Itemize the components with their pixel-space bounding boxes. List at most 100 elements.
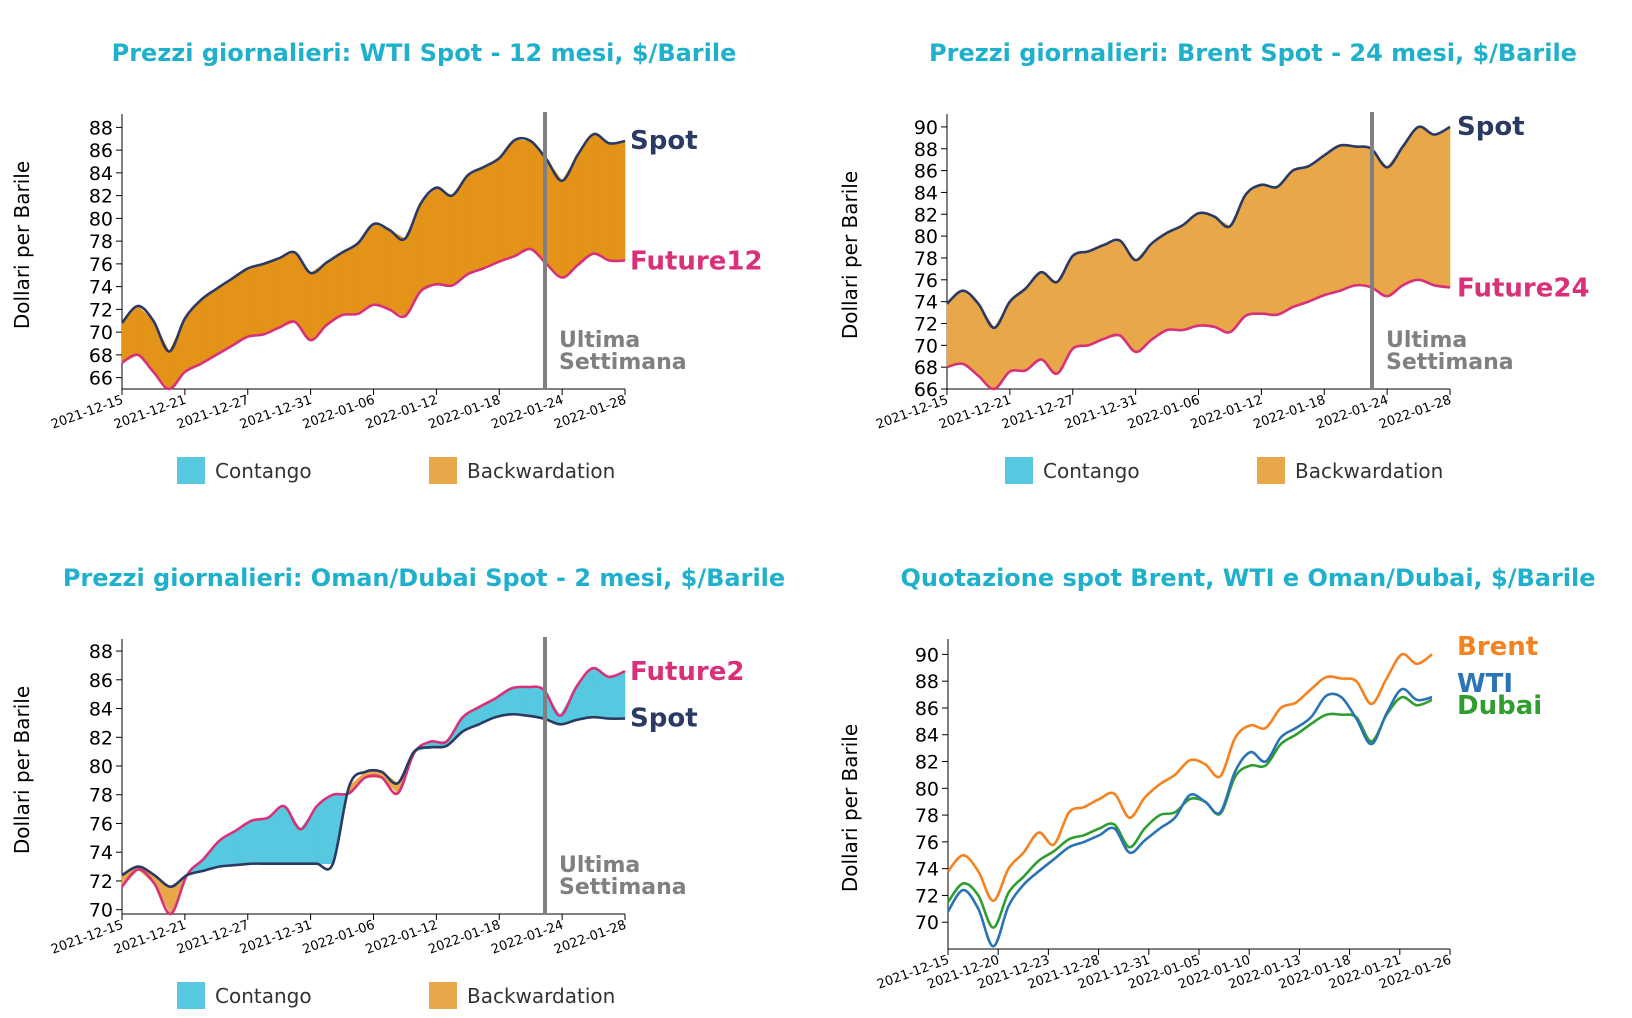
x-tick-label: 2021-12-31 [1063,393,1139,433]
y-tick-label: 66 [89,368,113,390]
x-tick-label: 2022-01-12 [1189,393,1265,433]
y-tick-label: 86 [915,698,939,720]
backwardation-fill [420,186,437,292]
y-tick-label: 88 [89,117,113,139]
wti-panel: Prezzi giornalieri: WTI Spot - 12 mesi, … [10,39,763,484]
last-week-label: Ultima [559,853,640,878]
dubai-series-line [946,695,1433,929]
backwardation-fill [1103,240,1121,340]
y-tick-label: 86 [914,161,938,183]
dubai-panel: Prezzi giornalieri: Oman/Dubai Spot - 2 … [10,564,785,1009]
y-tick-label: 68 [914,357,938,379]
brent-series-line [946,652,1433,903]
last-week-label: Settimana [559,875,687,900]
backwardation-fill [263,257,280,335]
x-tick-label: 2022-01-06 [1126,393,1202,433]
spot-series-line [120,132,626,353]
future-series-label: Future12 [630,246,763,276]
y-tick-label: 86 [89,670,113,692]
y-tick-label: 82 [915,752,939,774]
backwardation-fill [294,251,311,341]
y-tick-label: 82 [89,727,113,749]
x-tick-label: 2022-01-18 [426,393,502,433]
backwardation-fill [1339,145,1356,292]
backwardation-fill [1402,126,1419,286]
backwardation-fill [593,133,610,261]
future-series-line [120,666,626,916]
backwardation-fill [1198,212,1215,328]
y-tick-label: 74 [89,842,113,864]
legend-backwardation-label: Backwardation [467,459,615,483]
wti-legend: Contango Backwardation [177,457,615,484]
backwardation-fill [216,278,233,356]
backwardation-fill [483,157,500,269]
dubai-plot: 70 72 74 76 78 80 82 84 86 88 2021-12-152021-12-21… [49,637,744,958]
y-tick-label: 76 [89,813,113,835]
y-tick-label: 72 [915,885,939,907]
future-series-line [946,278,1451,391]
y-tick-label: 72 [89,871,113,893]
x-tick-label: 2022-01-18 [426,918,502,958]
y-tick-label: 90 [914,117,938,139]
y-tick-label: 90 [915,644,939,666]
backwardation-fill [1261,184,1278,316]
backwardation-fill [577,133,594,266]
x-tick-label: 2022-01-06 [301,918,377,958]
backwardation-fill [1041,271,1058,375]
x-tick-label: 2021-12-15 [49,918,125,958]
backwardation-fill [1056,254,1074,375]
x-tick-label: 2022-01-18 [1251,393,1327,433]
legend-backwardation-swatch [429,982,457,1009]
backwardation-fill [467,166,484,275]
y-tick-label: 76 [89,254,113,276]
backwardation-fill [1308,154,1325,303]
y-tick-label: 70 [915,912,939,934]
wti-series-line [946,687,1433,948]
y-tick-label: 84 [89,163,113,185]
backwardation-fill [200,288,217,365]
x-tick-label: 2021-12-31 [238,918,314,958]
y-tick-label: 74 [89,277,113,299]
contango-fill [235,820,253,866]
x-tick-label: 2021-12-31 [238,393,314,433]
x-tick-label: 2022-01-28 [552,393,628,433]
backwardation-fill [1434,126,1451,288]
dubai-chart-title: Prezzi giornalieri: Oman/Dubai Spot - 2 … [63,564,785,592]
x-tick-label: 2022-01-12 [364,918,440,958]
backwardation-fill [1355,146,1372,288]
future-series-line [121,247,626,391]
backwardation-fill [1009,287,1026,372]
y-tick-label: 80 [89,208,113,230]
x-tick-label: 2021-12-21 [112,393,188,433]
last-week-label: Ultima [1386,328,1467,353]
spot-series-label: Spot [630,126,698,156]
backwardation-fill [1166,224,1184,331]
y-tick-label: 68 [89,345,113,367]
y-tick-label: 78 [89,231,113,253]
brent-plot: 666870727476788082848688902021-12-152021… [874,112,1589,433]
backwardation-fill [325,251,343,326]
contango-fill [251,817,269,865]
x-tick-label: 2021-12-27 [175,393,251,433]
spot-comparison-y-axis-label: Dollari per Barile [838,724,862,892]
y-tick-label: 70 [89,900,113,922]
y-tick-label: 80 [915,778,939,800]
legend-contango-label: Contango [215,984,312,1008]
wti-chart-title: Prezzi giornalieri: WTI Spot - 12 mesi, … [112,39,737,67]
backwardation-fill [1151,232,1168,341]
y-tick-label: 76 [914,270,938,292]
brent-panel: Prezzi giornalieri: Brent Spot - 24 mesi… [838,39,1590,484]
contango-fill [300,805,318,865]
y-tick-label: 82 [914,204,938,226]
contango-fill [283,805,301,865]
dubai-legend: Contango Backwardation [177,982,615,1009]
x-tick-label: 2022-01-28 [552,918,628,958]
backwardation-fill [608,140,626,261]
contango-fill [608,670,626,719]
backwardation-fill [357,223,374,315]
backwardation-fill [1182,212,1199,331]
backwardation-fill [546,158,563,279]
legend-contango-swatch [1005,457,1033,484]
backwardation-fill [436,187,453,286]
spot-series-line [121,712,626,889]
